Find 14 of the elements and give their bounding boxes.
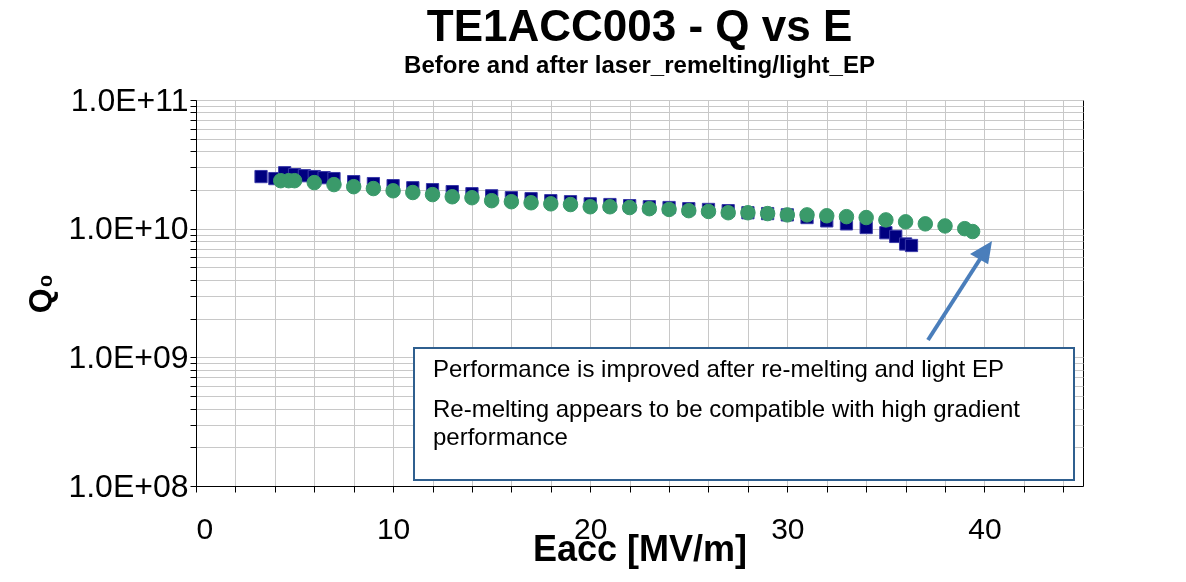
chart-subtitle: Before and after laser_remelting/light_EP xyxy=(404,51,875,78)
y-tick-label: 1.0E+08 xyxy=(68,467,189,504)
y-tick-label: 1.0E+11 xyxy=(70,81,189,118)
y-axis-title: Q₀ xyxy=(22,273,59,314)
chart-title: TE1ACC003 - Q vs E xyxy=(426,1,853,50)
x-tick-label: 40 xyxy=(968,511,1002,545)
annotation: Re-melting appears to be compatible with high gradient performance xyxy=(433,395,1021,451)
x-tick-label: 30 xyxy=(771,511,805,545)
text-box: Performance is improved after re-melting and light EP Re-melting appears to be compatible with high gradient performance xyxy=(413,347,1075,481)
y-tick-label: 1.0E+10 xyxy=(68,210,189,247)
annotation: Performance is improved after re-melting and light EP xyxy=(433,355,1005,383)
y-tick-label: 1.0E+09 xyxy=(68,338,189,375)
x-tick-label: 10 xyxy=(376,511,411,545)
x-tick-label: 0 xyxy=(196,511,214,545)
